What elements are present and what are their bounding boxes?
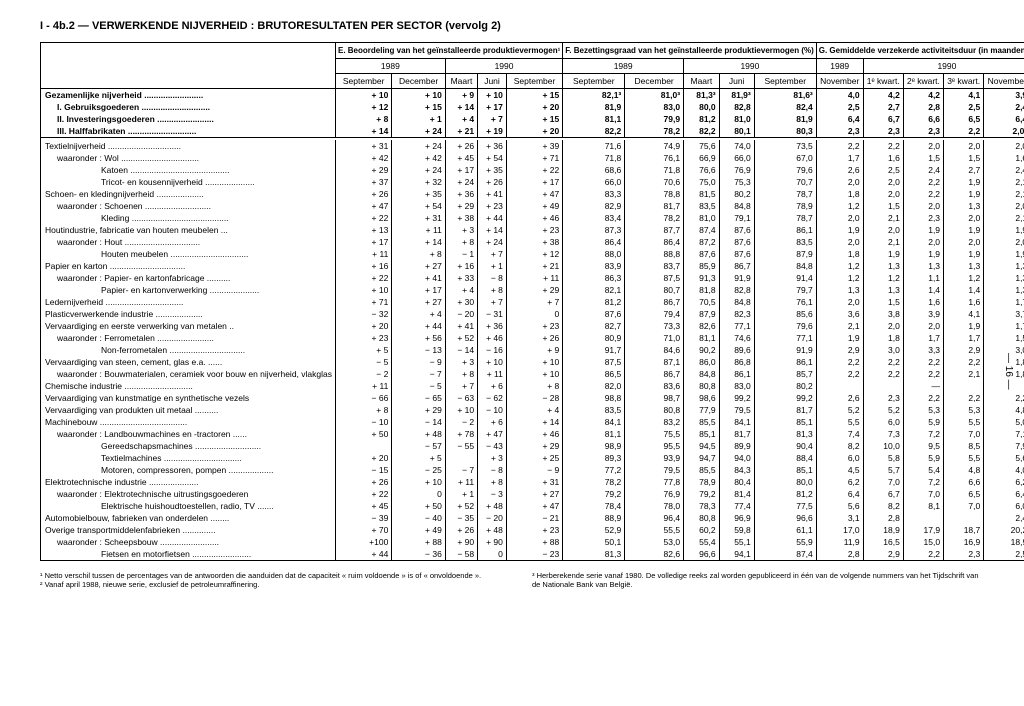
table-row: Ledernijverheid ........................…	[41, 296, 1024, 308]
table-row: Houtindustrie, fabricatie van houten meu…	[41, 224, 1024, 236]
table-row: waaronder : Landbouwmachines en -tractor…	[41, 428, 1024, 440]
table-row: Textielmachines ........................…	[41, 452, 1024, 464]
table-row: I. Gebruiksgoederen ....................…	[41, 101, 1024, 113]
table-row: Automobielbouw, fabrieken van onderdelen…	[41, 512, 1024, 524]
table-row: Gezamenlijke nijverheid ................…	[41, 89, 1024, 102]
table-row: Fietsen en motorfietsen ................…	[41, 548, 1024, 561]
table-row: Vervaardiging van steen, cement, glas e.…	[41, 356, 1024, 368]
table-row: II. Investeringsgoederen ...............…	[41, 113, 1024, 125]
table-row: waaronder : Wol ........................…	[41, 152, 1024, 164]
table-row: Houten meubelen ........................…	[41, 248, 1024, 260]
table-row: waaronder : Bouwmaterialen, ceramiek voo…	[41, 368, 1024, 380]
table-row: waaronder : Schoenen ...................…	[41, 200, 1024, 212]
table-row: Gereedschapsmachines ...................…	[41, 440, 1024, 452]
group-g: G. Gemiddelde verzekerde activiteitsduur…	[816, 43, 1024, 59]
table-row: waaronder : Elektrotechnische uitrusting…	[41, 488, 1024, 500]
table-row: waaronder : Papier- en kartonfabricage .…	[41, 272, 1024, 284]
table-row: Katoen .................................…	[41, 164, 1024, 176]
table-row: Vervaardiging van produkten uit metaal .…	[41, 404, 1024, 416]
footnotes: ¹ Netto verschil tussen de percentages v…	[40, 571, 984, 589]
table-row: Papier- en kartonverwerking ............…	[41, 284, 1024, 296]
table-row: Non-ferrometalen .......................…	[41, 344, 1024, 356]
table-row: Textielnijverheid ......................…	[41, 140, 1024, 152]
table-row: Overige transportmiddelenfabrieken .....…	[41, 524, 1024, 536]
table-row: Kleding ................................…	[41, 212, 1024, 224]
table-row: Tricot- en kousennijverheid ............…	[41, 176, 1024, 188]
table-row: Vervaardiging van kunstmatige en synthet…	[41, 392, 1024, 404]
table-row: waaronder : Hout .......................…	[41, 236, 1024, 248]
table-row: Machinebouw ............................…	[41, 416, 1024, 428]
table-row: Elektrische huishoudtoestellen, radio, T…	[41, 500, 1024, 512]
table-row: Plasticverwerkende industrie ...........…	[41, 308, 1024, 320]
group-e: E. Beoordeling van het geïnstalleerde pr…	[335, 43, 562, 59]
table-row: Elektrotechnische industrie ............…	[41, 476, 1024, 488]
table-row: waaronder : Scheepsbouw ................…	[41, 536, 1024, 548]
page-number: — 16 —	[1003, 353, 1014, 390]
table-row: Motoren, compressoren, pompen ..........…	[41, 464, 1024, 476]
table-row: Vervaardiging en eerste verwerking van m…	[41, 320, 1024, 332]
table-row: III. Halffabrikaten ....................…	[41, 125, 1024, 138]
table-row: Papier en karton .......................…	[41, 260, 1024, 272]
group-f: F. Bezettingsgraad van het geïnstalleerd…	[563, 43, 817, 59]
table-row: Chemische industrie ....................…	[41, 380, 1024, 392]
table-row: Schoen- en kledingnijverheid ...........…	[41, 188, 1024, 200]
data-table: E. Beoordeling van het geïnstalleerde pr…	[40, 42, 1024, 561]
page-title: I - 4b.2 — VERWERKENDE NIJVERHEID : BRUT…	[40, 20, 984, 32]
table-row: waaronder : Ferrometalen ...............…	[41, 332, 1024, 344]
